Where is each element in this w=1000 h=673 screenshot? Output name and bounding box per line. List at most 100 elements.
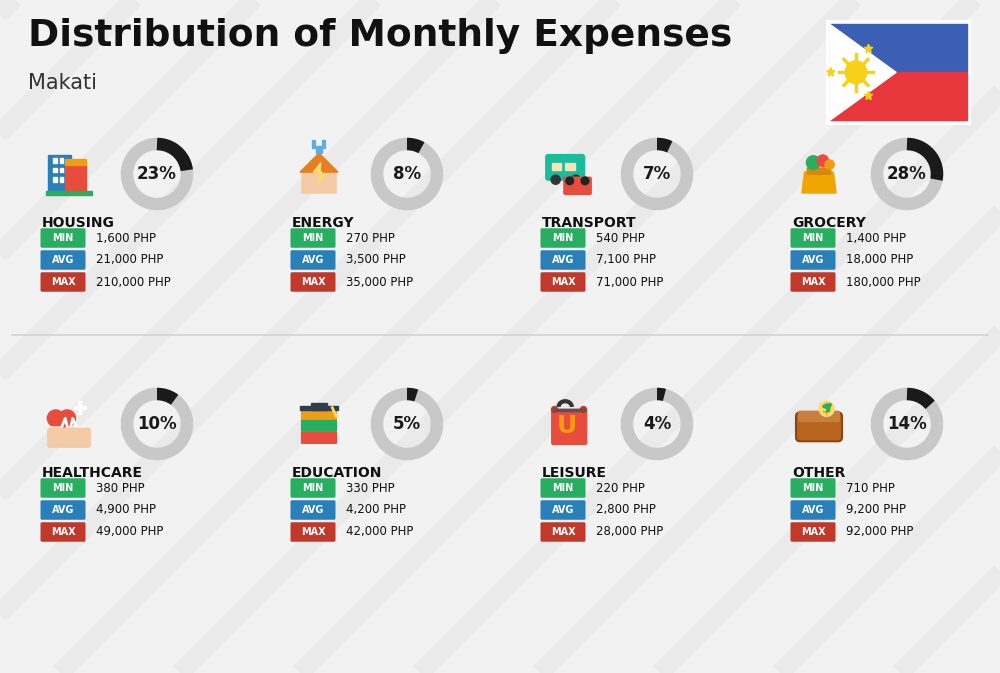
Text: MAX: MAX (51, 277, 75, 287)
Bar (53, 177, 57, 182)
Text: 180,000 PHP: 180,000 PHP (846, 275, 921, 289)
Polygon shape (827, 68, 835, 76)
Text: Makati: Makati (28, 73, 97, 93)
FancyBboxPatch shape (790, 500, 836, 520)
Text: MAX: MAX (551, 277, 575, 287)
Text: MIN: MIN (802, 483, 824, 493)
Bar (552, 163, 561, 170)
Polygon shape (802, 172, 836, 193)
FancyBboxPatch shape (290, 273, 335, 292)
Text: AVG: AVG (302, 505, 324, 515)
Circle shape (571, 175, 580, 184)
Text: 28,000 PHP: 28,000 PHP (596, 526, 663, 538)
Text: HEALTHCARE: HEALTHCARE (42, 466, 143, 480)
FancyBboxPatch shape (290, 500, 335, 520)
FancyBboxPatch shape (40, 228, 86, 248)
Text: MAX: MAX (301, 277, 325, 287)
Text: HOUSING: HOUSING (42, 216, 115, 230)
Circle shape (806, 155, 820, 170)
Text: MAX: MAX (51, 527, 75, 537)
FancyBboxPatch shape (545, 154, 585, 181)
Text: U: U (557, 414, 577, 438)
Circle shape (819, 401, 834, 417)
FancyBboxPatch shape (551, 409, 587, 445)
FancyBboxPatch shape (540, 228, 586, 248)
Text: 2,800 PHP: 2,800 PHP (596, 503, 656, 516)
Bar (53, 168, 57, 172)
Text: Distribution of Monthly Expenses: Distribution of Monthly Expenses (28, 18, 732, 54)
Circle shape (552, 406, 558, 413)
Text: 23%: 23% (137, 165, 177, 183)
FancyBboxPatch shape (301, 407, 337, 420)
FancyBboxPatch shape (807, 168, 831, 175)
Text: MIN: MIN (552, 483, 574, 493)
Circle shape (825, 160, 834, 169)
Text: GROCERY: GROCERY (792, 216, 866, 230)
Bar (60, 158, 63, 163)
Text: 220 PHP: 220 PHP (596, 481, 645, 495)
Text: 21,000 PHP: 21,000 PHP (96, 254, 163, 267)
FancyBboxPatch shape (790, 228, 836, 248)
Text: AVG: AVG (552, 255, 574, 265)
Text: 28%: 28% (887, 165, 927, 183)
Circle shape (566, 177, 574, 184)
Text: MIN: MIN (302, 483, 324, 493)
Polygon shape (300, 406, 338, 410)
Polygon shape (830, 24, 967, 73)
Text: 540 PHP: 540 PHP (596, 232, 645, 244)
Polygon shape (830, 73, 967, 120)
FancyBboxPatch shape (301, 419, 337, 432)
FancyBboxPatch shape (40, 479, 86, 498)
FancyBboxPatch shape (290, 479, 335, 498)
Text: MAX: MAX (551, 527, 575, 537)
Text: OTHER: OTHER (792, 466, 845, 480)
FancyBboxPatch shape (40, 273, 86, 292)
FancyBboxPatch shape (790, 522, 836, 542)
Text: 9,200 PHP: 9,200 PHP (846, 503, 906, 516)
Text: $: $ (822, 402, 831, 416)
FancyBboxPatch shape (796, 413, 842, 441)
Polygon shape (830, 24, 896, 120)
Polygon shape (864, 91, 873, 100)
Text: AVG: AVG (802, 255, 824, 265)
Text: MIN: MIN (302, 233, 324, 243)
Text: 1,400 PHP: 1,400 PHP (846, 232, 906, 244)
Text: 4,200 PHP: 4,200 PHP (346, 503, 406, 516)
Text: 49,000 PHP: 49,000 PHP (96, 526, 163, 538)
FancyBboxPatch shape (820, 13, 977, 131)
FancyBboxPatch shape (540, 479, 586, 498)
Circle shape (59, 410, 75, 427)
Polygon shape (300, 153, 338, 172)
Circle shape (581, 177, 589, 184)
Text: MIN: MIN (52, 483, 74, 493)
FancyBboxPatch shape (301, 431, 337, 444)
Text: EDUCATION: EDUCATION (292, 466, 382, 480)
Text: 210,000 PHP: 210,000 PHP (96, 275, 171, 289)
FancyBboxPatch shape (40, 522, 86, 542)
Text: AVG: AVG (552, 505, 574, 515)
Bar (53, 158, 57, 163)
Text: 5%: 5% (393, 415, 421, 433)
FancyBboxPatch shape (290, 250, 335, 270)
FancyBboxPatch shape (290, 522, 335, 542)
Text: MIN: MIN (552, 233, 574, 243)
Polygon shape (864, 44, 873, 52)
Bar (46, 191, 92, 195)
Text: 1,600 PHP: 1,600 PHP (96, 232, 156, 244)
Bar (60, 177, 63, 182)
Text: 7,100 PHP: 7,100 PHP (596, 254, 656, 267)
Text: LEISURE: LEISURE (542, 466, 607, 480)
FancyBboxPatch shape (540, 273, 586, 292)
Text: 4%: 4% (643, 415, 671, 433)
Text: 7%: 7% (643, 165, 671, 183)
Text: ENERGY: ENERGY (292, 216, 355, 230)
FancyBboxPatch shape (40, 250, 86, 270)
Text: 71,000 PHP: 71,000 PHP (596, 275, 663, 289)
FancyBboxPatch shape (47, 427, 91, 448)
Text: 8%: 8% (393, 165, 421, 183)
Text: 710 PHP: 710 PHP (846, 481, 895, 495)
Bar (565, 163, 575, 170)
Bar (65, 164, 86, 193)
Circle shape (817, 155, 828, 166)
Text: 4,900 PHP: 4,900 PHP (96, 503, 156, 516)
